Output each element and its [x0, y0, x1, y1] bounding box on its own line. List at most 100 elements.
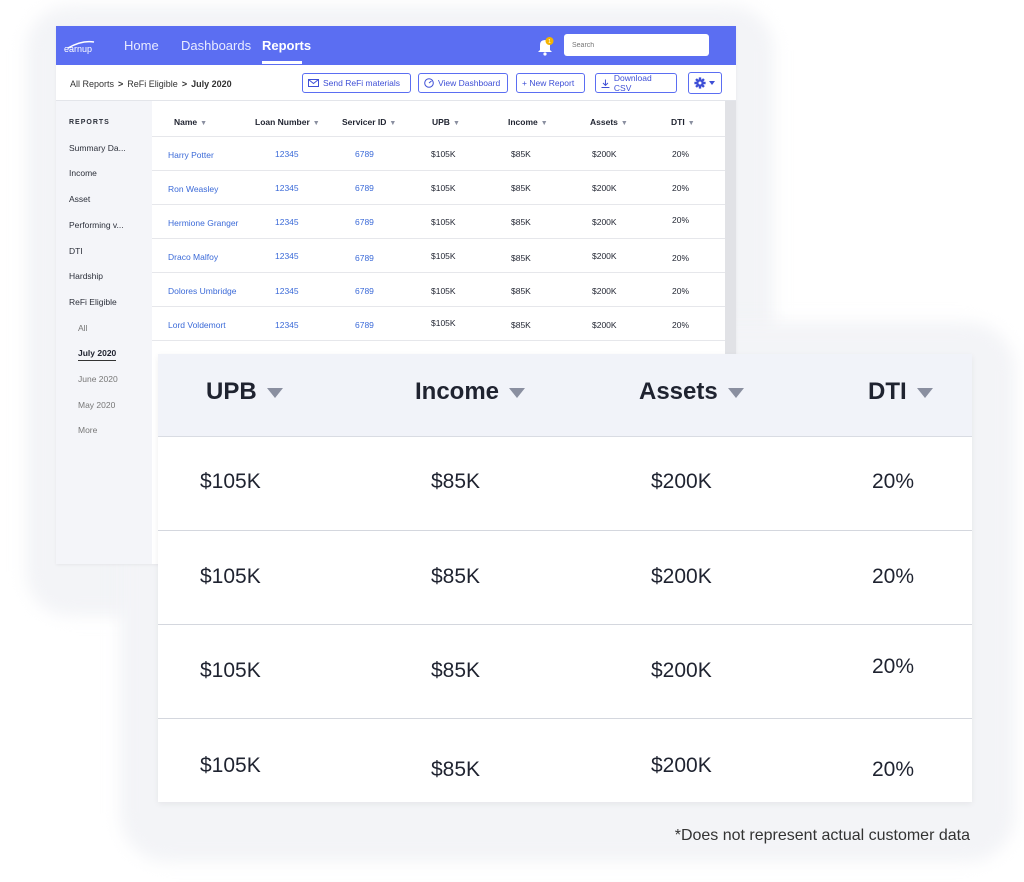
- cell-dti: 20%: [672, 215, 690, 225]
- column-header-assets[interactable]: Assets ▼: [590, 117, 628, 127]
- settings-dropdown-button[interactable]: [688, 72, 722, 94]
- cell-servicer-id[interactable]: 6789: [355, 217, 374, 227]
- sidebar-subitem-june-2020[interactable]: June 2020: [78, 374, 118, 384]
- zoom-column-header-dti[interactable]: DTI: [868, 378, 933, 406]
- cell-name[interactable]: Hermione Granger: [168, 218, 239, 228]
- sidebar-subitem-more[interactable]: More: [78, 425, 98, 435]
- zoom-cell-dti: 20%: [872, 758, 915, 781]
- cell-dti: 20%: [672, 253, 690, 263]
- cell-income: $85K: [511, 253, 531, 263]
- cell-loan-number[interactable]: 12345: [275, 286, 299, 296]
- new-report-label: + New Report: [522, 78, 575, 88]
- envelope-icon: [308, 79, 319, 87]
- breadcrumb-all-reports[interactable]: All Reports: [70, 79, 115, 89]
- toolbar-divider: [56, 100, 736, 101]
- download-csv-button[interactable]: Download CSV: [595, 73, 677, 93]
- sidebar-subitem-all[interactable]: All: [78, 323, 88, 333]
- top-navbar: earnup Home Dashboards Reports 1: [56, 26, 736, 65]
- row-divider: [152, 170, 725, 171]
- cell-assets: $200K: [592, 217, 617, 227]
- cell-name[interactable]: Ron Weasley: [168, 184, 219, 194]
- cell-assets: $200K: [592, 183, 617, 193]
- notification-badge: 1: [548, 39, 551, 45]
- cell-upb: $105K: [431, 183, 456, 193]
- cell-servicer-id[interactable]: 6789: [355, 286, 374, 296]
- search-input[interactable]: [564, 34, 709, 56]
- cell-loan-number[interactable]: 12345: [275, 149, 299, 159]
- cell-income: $85K: [511, 320, 531, 330]
- cell-income: $85K: [511, 286, 531, 296]
- gear-icon: [694, 77, 715, 89]
- zoomed-table-callout: UPB Income Assets DTI $105K $85K $200K 2…: [158, 354, 972, 802]
- cell-loan-number[interactable]: 12345: [275, 217, 299, 227]
- scrollbar[interactable]: [725, 101, 736, 564]
- sidebar-subitem-may-2020[interactable]: May 2020: [78, 400, 116, 410]
- sidebar-item-income[interactable]: Income: [69, 168, 97, 178]
- send-refi-materials-button[interactable]: Send ReFi materials: [302, 73, 411, 93]
- zoom-cell-dti: 20%: [872, 470, 915, 493]
- zoom-cell-income: $85K: [431, 659, 481, 682]
- new-report-button[interactable]: + New Report: [516, 73, 585, 93]
- sidebar-item-performing[interactable]: Performing v...: [69, 220, 124, 230]
- column-header-income[interactable]: Income ▼: [508, 117, 548, 127]
- zoom-cell-upb: $105K: [200, 565, 261, 588]
- sidebar-subitem-july-2020[interactable]: July 2020: [78, 348, 117, 361]
- zoom-row-divider: [158, 718, 972, 719]
- bell-icon[interactable]: 1: [536, 36, 554, 56]
- column-header-dti[interactable]: DTI ▼: [671, 117, 695, 127]
- cell-assets: $200K: [592, 251, 617, 261]
- zoom-row-divider: [158, 530, 972, 531]
- cell-loan-number[interactable]: 12345: [275, 320, 299, 330]
- cell-dti: 20%: [672, 149, 690, 159]
- breadcrumb: All Reports > ReFi Eligible > July 2020: [70, 79, 232, 89]
- sidebar-item-summary[interactable]: Summary Da...: [69, 143, 126, 153]
- caret-down-icon: [709, 81, 715, 85]
- column-header-loan-number[interactable]: Loan Number ▼: [255, 117, 320, 127]
- cell-name[interactable]: Dolores Umbridge: [168, 286, 237, 296]
- column-header-upb[interactable]: UPB ▼: [432, 117, 460, 127]
- cell-assets: $200K: [592, 149, 617, 159]
- nav-home[interactable]: Home: [124, 38, 159, 53]
- chevron-right-icon: >: [181, 79, 188, 89]
- column-header-servicer-id[interactable]: Servicer ID ▼: [342, 117, 397, 127]
- cell-servicer-id[interactable]: 6789: [355, 320, 374, 330]
- cell-name[interactable]: Draco Malfoy: [168, 252, 219, 262]
- cell-name[interactable]: Harry Potter: [168, 150, 214, 160]
- zoom-cell-upb: $105K: [200, 470, 261, 493]
- cell-dti: 20%: [672, 320, 690, 330]
- cell-loan-number[interactable]: 12345: [275, 251, 299, 261]
- caret-down-icon: ▼: [200, 120, 208, 127]
- row-divider: [152, 238, 725, 239]
- view-dashboard-button[interactable]: View Dashboard: [418, 73, 508, 93]
- cell-name[interactable]: Lord Voldemort: [168, 320, 226, 330]
- cell-assets: $200K: [592, 286, 617, 296]
- cell-upb: $105K: [431, 251, 456, 261]
- nav-dashboards[interactable]: Dashboards: [181, 38, 252, 53]
- zoom-cell-dti: 20%: [872, 565, 915, 588]
- caret-down-icon: [916, 387, 933, 398]
- send-refi-materials-label: Send ReFi materials: [323, 78, 401, 88]
- caret-down-icon: ▼: [620, 120, 628, 127]
- cell-assets: $200K: [592, 320, 617, 330]
- cell-servicer-id[interactable]: 6789: [355, 253, 374, 263]
- sidebar-item-asset[interactable]: Asset: [69, 194, 91, 204]
- cell-loan-number[interactable]: 12345: [275, 183, 299, 193]
- zoom-column-header-assets[interactable]: Assets: [639, 378, 744, 406]
- cell-upb: $105K: [431, 286, 456, 296]
- cell-dti: 20%: [672, 286, 690, 296]
- caret-down-icon: [266, 387, 283, 398]
- nav-reports[interactable]: Reports: [262, 38, 312, 53]
- view-dashboard-label: View Dashboard: [438, 78, 501, 88]
- zoom-column-header-income[interactable]: Income: [415, 378, 526, 406]
- zoom-column-header-upb[interactable]: UPB: [206, 378, 283, 406]
- breadcrumb-refi-eligible[interactable]: ReFi Eligible: [127, 79, 178, 89]
- sidebar-item-refi-eligible[interactable]: ReFi Eligible: [69, 297, 117, 307]
- zoom-cell-assets: $200K: [651, 565, 712, 588]
- cell-servicer-id[interactable]: 6789: [355, 183, 374, 193]
- column-header-name[interactable]: Name ▼: [174, 117, 208, 127]
- caret-down-icon: [727, 387, 744, 398]
- cell-upb: $105K: [431, 217, 456, 227]
- sidebar-item-dti[interactable]: DTI: [69, 246, 83, 256]
- cell-servicer-id[interactable]: 6789: [355, 149, 374, 159]
- sidebar-item-hardship[interactable]: Hardship: [69, 271, 104, 281]
